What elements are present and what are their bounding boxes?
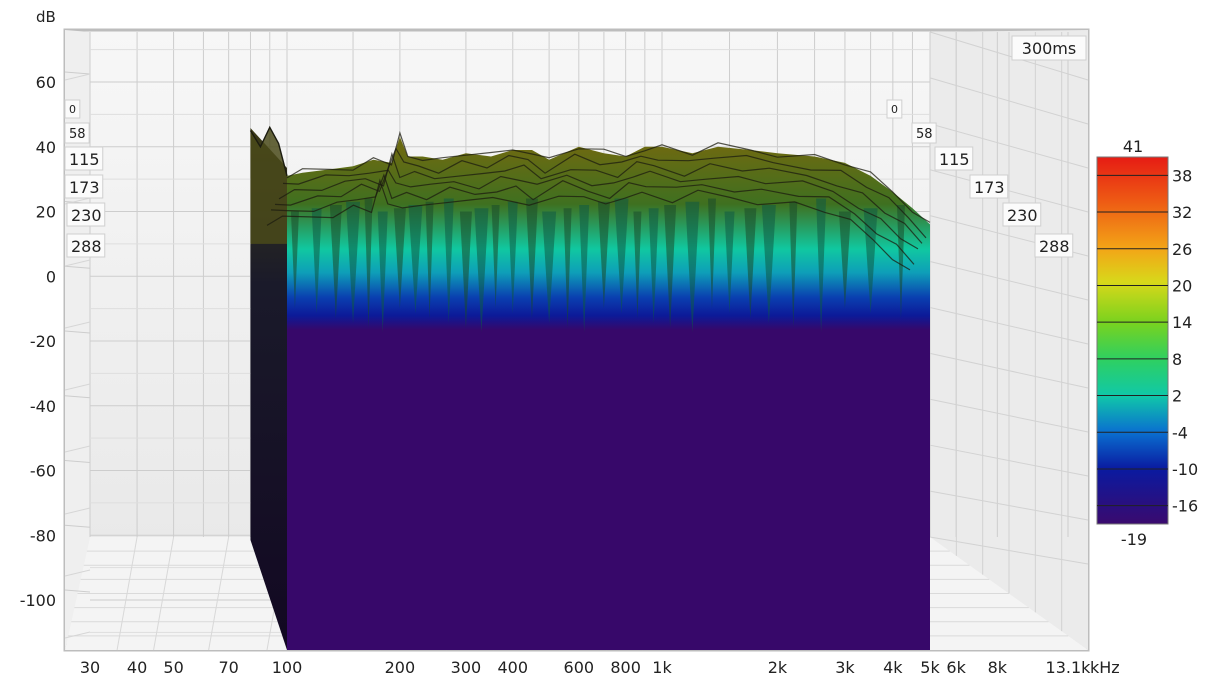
time-slice-label: 115	[64, 146, 104, 171]
svg-text:230: 230	[71, 206, 102, 225]
svg-text:0: 0	[891, 103, 898, 116]
y-unit-label: dB	[36, 8, 56, 26]
svg-text:288: 288	[71, 237, 102, 256]
x-tick-label: 2k	[768, 658, 788, 677]
y-tick-label: 0	[46, 267, 56, 286]
svg-text:173: 173	[974, 178, 1005, 197]
time-slice-label: 115	[934, 146, 974, 171]
y-tick-label: -40	[30, 397, 56, 416]
time-slice-label: 0	[886, 99, 903, 119]
x-tick-label: 30	[80, 658, 100, 677]
colorbar-tick-label: 20	[1172, 276, 1192, 295]
colorbar-tick-label: 2	[1172, 387, 1182, 406]
y-tick-label: 20	[36, 203, 56, 222]
svg-text:58: 58	[916, 127, 933, 142]
y-tick-label: -60	[30, 462, 56, 481]
time-label: 300ms	[1022, 39, 1076, 58]
x-tick-label: 6k	[946, 658, 966, 677]
y-tick-label: -100	[20, 591, 56, 610]
x-tick-label: 800	[610, 658, 641, 677]
x-tick-label: 400	[497, 658, 528, 677]
time-label-box: 300ms	[1011, 35, 1087, 61]
time-slice-label: 173	[969, 174, 1009, 199]
x-tick-label: 200	[385, 658, 416, 677]
x-tick-label: 600	[564, 658, 595, 677]
colorbar-tick-label: -16	[1172, 497, 1198, 516]
svg-text:0: 0	[69, 103, 76, 116]
y-tick-label: -20	[30, 332, 56, 351]
colorbar-tick-label: 14	[1172, 313, 1192, 332]
colorbar-min-label: -19	[1121, 530, 1147, 549]
waterfall-surface	[250, 127, 930, 650]
x-tick-label: 40	[127, 658, 147, 677]
svg-text:115: 115	[939, 150, 970, 169]
svg-text:173: 173	[69, 178, 100, 197]
time-slice-label: 58	[64, 122, 90, 144]
x-unit-label: kHz	[1090, 658, 1120, 677]
colorbar-tick-label: 26	[1172, 240, 1192, 259]
time-slice-label: 58	[911, 122, 937, 144]
time-slice-label: 288	[1034, 233, 1074, 258]
time-slice-label: 230	[1002, 202, 1042, 227]
colorbar: 41 -19 38 32 26 20 14 8 2 -4 -10 -16	[1096, 137, 1198, 549]
colorbar-tick-label: -4	[1172, 423, 1188, 442]
colorbar-tick-label: 38	[1172, 166, 1192, 185]
x-tick-label: 13.1k	[1046, 658, 1092, 677]
colorbar-gradient	[1096, 156, 1169, 525]
time-slice-label: 173	[64, 174, 104, 199]
svg-text:115: 115	[69, 150, 100, 169]
svg-text:230: 230	[1007, 206, 1038, 225]
y-tick-labels: 60 40 20 0 -20 -40 -60 -80 -100	[20, 73, 56, 610]
x-tick-label: 70	[218, 658, 238, 677]
time-slice-labels-left: 0 58 115 173 230 288	[64, 99, 106, 258]
x-tick-label: 8k	[988, 658, 1008, 677]
x-tick-label: 300	[451, 658, 482, 677]
x-tick-labels: 30 40 50 70 100 200 300 400 600 800 1k 2k 3k 4k 5k 6k 8k…	[80, 658, 1120, 677]
time-slice-ridges	[249, 125, 931, 271]
x-tick-label: 4k	[883, 658, 903, 677]
x-tick-label: 1k	[652, 658, 672, 677]
x-tick-label: 50	[163, 658, 183, 677]
colorbar-ticks: 38 32 26 20 14 8 2 -4 -10 -16	[1097, 166, 1198, 516]
time-slice-label: 288	[66, 233, 106, 258]
time-slice-label: 0	[64, 99, 81, 119]
colorbar-tick-label: 32	[1172, 203, 1192, 222]
y-tick-label: 60	[36, 73, 56, 92]
svg-text:58: 58	[69, 127, 86, 142]
colorbar-tick-label: -10	[1172, 460, 1198, 479]
x-tick-label: 3k	[835, 658, 855, 677]
colorbar-tick-label: 8	[1172, 350, 1182, 369]
y-tick-label: 40	[36, 138, 56, 157]
x-tick-label: 100	[272, 658, 303, 677]
svg-text:288: 288	[1039, 237, 1070, 256]
y-tick-label: -80	[30, 526, 56, 545]
x-tick-label: 5k	[920, 658, 940, 677]
colorbar-max-label: 41	[1123, 137, 1143, 156]
time-slice-label: 230	[66, 202, 106, 227]
